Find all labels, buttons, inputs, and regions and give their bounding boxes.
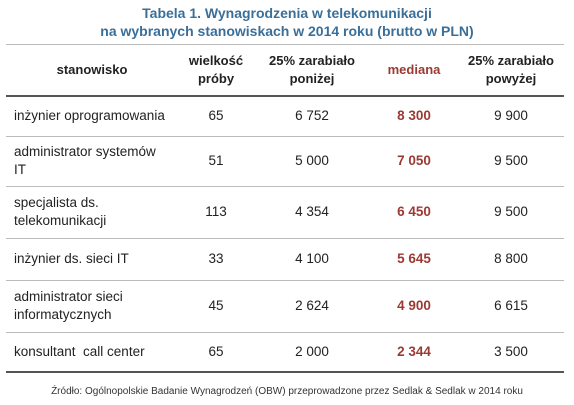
cell-high: 9 500: [458, 136, 564, 187]
cell-high: 6 615: [458, 280, 564, 333]
cell-sample: 65: [178, 332, 254, 373]
table-row: specjalista ds. telekomunikacji 113 4 35…: [6, 186, 564, 239]
cell-low: 2 000: [254, 332, 370, 373]
table-row: inżynier ds. sieci IT 33 4 100 5 645 8 8…: [6, 238, 564, 281]
title-line-2: na wybranych stanowiskach w 2014 roku (b…: [100, 23, 474, 39]
cell-median: 5 645: [370, 238, 458, 281]
cell-low: 4 100: [254, 238, 370, 281]
cell-sample: 51: [178, 136, 254, 187]
position-line: telekomunikacji: [14, 213, 107, 228]
cell-low: 2 624: [254, 280, 370, 333]
table-row: konsultant call center 65 2 000 2 344 3 …: [6, 332, 564, 373]
header-low-line-2: poniżej: [289, 71, 335, 86]
position-line: inżynier ds. sieci IT: [14, 251, 129, 266]
table-title: Tabela 1. Wynagrodzenia w telekomunikacj…: [0, 4, 574, 40]
header-position: stanowisko: [6, 44, 178, 97]
cell-median: 6 450: [370, 186, 458, 239]
header-sample-line-1: wielkość: [188, 53, 244, 68]
header-sample-line-2: próby: [197, 71, 235, 86]
cell-median: 7 050: [370, 136, 458, 187]
header-low-line-1: 25% zarabiało: [269, 53, 355, 68]
cell-position: administrator sieci informatycznych: [6, 280, 178, 333]
cell-high: 8 800: [458, 238, 564, 281]
header-high-line-2: powyżej: [485, 71, 537, 86]
header-sample: wielkość próby: [178, 44, 254, 97]
cell-median: 2 344: [370, 332, 458, 373]
cell-position: konsultant call center: [6, 332, 178, 373]
cell-low: 4 354: [254, 186, 370, 239]
position-line: IT: [14, 162, 26, 177]
header-low: 25% zarabiało poniżej: [254, 44, 370, 97]
cell-high: 9 900: [458, 96, 564, 137]
cell-sample: 113: [178, 186, 254, 239]
position-line: administrator sieci: [14, 289, 123, 304]
cell-low: 5 000: [254, 136, 370, 187]
cell-sample: 65: [178, 96, 254, 137]
table-row: inżynier oprogramowania 65 6 752 8 300 9…: [6, 96, 564, 137]
cell-position: inżynier ds. sieci IT: [6, 238, 178, 281]
header-row: stanowisko wielkość próby 25% zarabiało …: [6, 44, 564, 97]
cell-sample: 33: [178, 238, 254, 281]
table-row: administrator sieci informatycznych 45 2…: [6, 280, 564, 333]
cell-median: 8 300: [370, 96, 458, 137]
position-line: specjalista ds.: [14, 195, 99, 210]
position-line: administrator systemów: [14, 144, 156, 159]
header-high: 25% zarabiało powyżej: [458, 44, 564, 97]
cell-median: 4 900: [370, 280, 458, 333]
cell-position: inżynier oprogramowania: [6, 96, 178, 137]
cell-high: 3 500: [458, 332, 564, 373]
header-high-line-1: 25% zarabiało: [468, 53, 554, 68]
salary-table: stanowisko wielkość próby 25% zarabiało …: [6, 44, 564, 373]
header-median: mediana: [370, 44, 458, 97]
source-note: Źródło: Ogólnopolskie Badanie Wynagrodze…: [51, 386, 523, 397]
cell-position: specjalista ds. telekomunikacji: [6, 186, 178, 239]
position-line: informatycznych: [14, 307, 112, 322]
cell-position: administrator systemów IT: [6, 136, 178, 187]
cell-high: 9 500: [458, 186, 564, 239]
table-row: administrator systemów IT 51 5 000 7 050…: [6, 136, 564, 187]
position-line: inżynier oprogramowania: [14, 108, 165, 124]
cell-sample: 45: [178, 280, 254, 333]
title-line-1: Tabela 1. Wynagrodzenia w telekomunikacj…: [142, 5, 432, 21]
cell-low: 6 752: [254, 96, 370, 137]
position-line: konsultant call center: [14, 343, 145, 359]
